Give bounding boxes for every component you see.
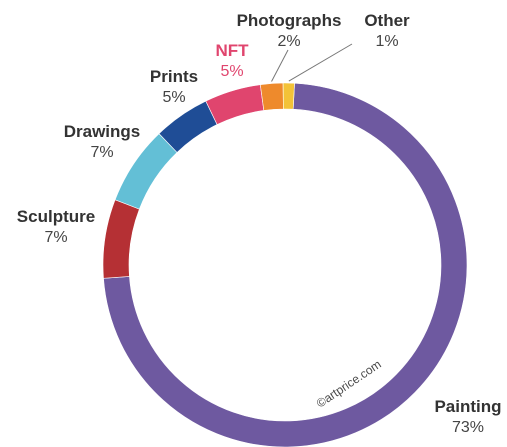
slice-painting: [103, 82, 468, 447]
slice-label-other: Other: [364, 11, 410, 30]
slice-value-nft: 5%: [220, 63, 243, 80]
donut-slices: [102, 82, 468, 447]
slice-value-prints: 5%: [162, 89, 185, 106]
slice-value-drawings: 7%: [90, 144, 113, 161]
slice-value-sculpture: 7%: [44, 229, 67, 246]
slice-labels: Painting 73% Sculpture 7% Drawings 7% Prints 5%…: [17, 11, 502, 436]
slice-drawings: [114, 133, 178, 210]
leader-line-other: [288, 43, 353, 82]
slice-sculpture: [102, 199, 140, 279]
slice-nft: [205, 84, 265, 125]
slice-label-painting: Painting: [434, 397, 501, 416]
slice-label-sculpture: Sculpture: [17, 207, 95, 226]
slice-photographs: [259, 82, 284, 111]
slice-value-painting: 73%: [452, 419, 484, 436]
leader-lines: [271, 43, 353, 82]
leader-line-photographs: [271, 49, 289, 82]
slice-label-prints: Prints: [150, 67, 198, 86]
slice-label-nft: NFT: [215, 41, 249, 60]
slice-value-other: 1%: [375, 33, 398, 50]
slice-label-drawings: Drawings: [64, 122, 141, 141]
slice-value-photographs: 2%: [277, 33, 300, 50]
slice-label-photographs: Photographs: [237, 11, 342, 30]
slice-other: [282, 82, 295, 110]
